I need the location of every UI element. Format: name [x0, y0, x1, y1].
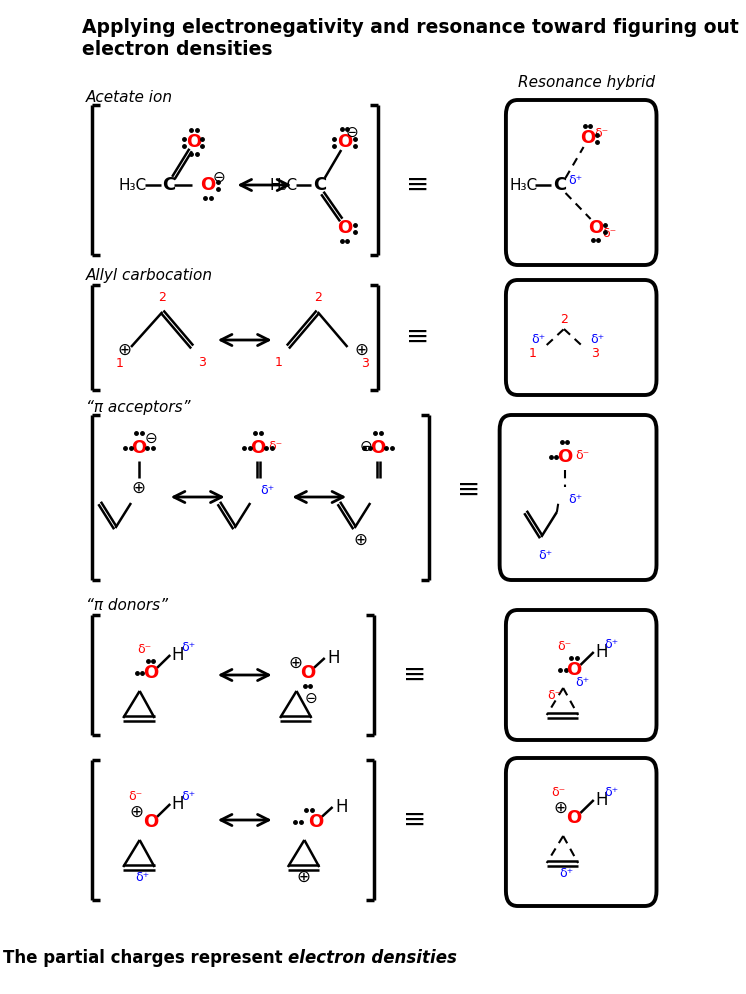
Text: ⊖: ⊖	[305, 691, 318, 706]
Text: δ⁺: δ⁺	[575, 676, 589, 689]
Text: 2: 2	[314, 290, 322, 303]
Text: O: O	[566, 809, 582, 827]
Text: C: C	[162, 176, 175, 194]
Text: ⊖: ⊖	[145, 430, 158, 445]
FancyBboxPatch shape	[506, 610, 656, 740]
Text: electron densities: electron densities	[288, 949, 457, 967]
Text: O: O	[307, 813, 323, 831]
Text: δ⁻: δ⁻	[269, 439, 283, 452]
Text: O: O	[336, 133, 352, 151]
Text: O: O	[557, 448, 572, 466]
Text: O: O	[588, 219, 603, 237]
Text: 2: 2	[560, 312, 568, 325]
Text: δ⁺: δ⁺	[260, 483, 275, 496]
Text: O: O	[371, 439, 386, 457]
Text: δ⁻: δ⁻	[548, 689, 562, 702]
Text: δ⁺: δ⁺	[181, 789, 195, 802]
Text: 2: 2	[158, 290, 166, 303]
Text: O: O	[131, 439, 146, 457]
Text: δ⁻: δ⁻	[595, 126, 609, 139]
Text: ⊕: ⊕	[553, 799, 567, 817]
Text: O: O	[566, 661, 582, 679]
Text: ⊕: ⊕	[130, 803, 143, 821]
Text: C: C	[554, 176, 567, 194]
Text: The partial charges represent: The partial charges represent	[2, 949, 288, 967]
Text: 1: 1	[116, 357, 124, 370]
FancyBboxPatch shape	[506, 100, 656, 265]
Text: ⊖: ⊖	[359, 438, 372, 453]
Text: δ⁻: δ⁻	[128, 789, 142, 802]
Text: δ⁻: δ⁻	[602, 227, 616, 240]
Text: 3: 3	[592, 347, 599, 360]
Text: δ⁺: δ⁺	[181, 640, 195, 653]
Text: ⊕: ⊕	[354, 341, 369, 359]
Text: δ⁺: δ⁺	[605, 637, 619, 650]
Text: δ⁻: δ⁻	[557, 639, 572, 652]
FancyBboxPatch shape	[506, 758, 656, 906]
Text: H: H	[595, 643, 608, 661]
Text: δ⁺: δ⁺	[532, 333, 546, 346]
Text: “π donors”: “π donors”	[86, 598, 168, 613]
Text: H₃C: H₃C	[270, 178, 298, 193]
Text: O: O	[143, 664, 158, 682]
Text: H: H	[172, 646, 184, 664]
Text: ≡: ≡	[457, 476, 480, 504]
Text: ⊕: ⊕	[288, 654, 302, 672]
Text: C: C	[313, 176, 326, 194]
Text: Resonance hybrid: Resonance hybrid	[518, 75, 655, 90]
Text: O: O	[251, 439, 266, 457]
Text: ⊖: ⊖	[213, 170, 225, 185]
Text: ≡: ≡	[404, 806, 427, 834]
Text: δ⁻: δ⁻	[137, 642, 151, 655]
Text: H: H	[595, 791, 608, 809]
Text: 1: 1	[275, 356, 283, 369]
Text: 3: 3	[198, 356, 206, 369]
Text: δ⁺: δ⁺	[560, 867, 574, 880]
Text: Applying electronegativity and resonance toward figuring out
electron densities: Applying electronegativity and resonance…	[82, 18, 739, 59]
Text: 3: 3	[361, 357, 369, 370]
Text: O: O	[200, 176, 216, 194]
Text: O: O	[143, 813, 158, 831]
Text: ≡: ≡	[406, 323, 429, 351]
Text: H₃C: H₃C	[119, 178, 147, 193]
Text: Allyl carbocation: Allyl carbocation	[86, 268, 213, 283]
Text: δ⁻: δ⁻	[575, 448, 589, 461]
Text: δ⁺: δ⁺	[538, 549, 552, 562]
Text: ≡: ≡	[406, 171, 429, 199]
Text: δ⁺: δ⁺	[568, 174, 582, 187]
Text: “π acceptors”: “π acceptors”	[86, 400, 190, 415]
Text: ⊕: ⊕	[132, 479, 145, 497]
Text: ≡: ≡	[404, 661, 427, 689]
Text: ⊕: ⊕	[118, 341, 132, 359]
Text: 1: 1	[529, 347, 536, 360]
Text: δ⁺: δ⁺	[568, 492, 583, 506]
Text: O: O	[580, 129, 595, 147]
Text: H₃C: H₃C	[509, 178, 537, 193]
Text: H: H	[327, 649, 339, 667]
Text: H: H	[172, 795, 184, 813]
FancyBboxPatch shape	[506, 280, 656, 395]
Text: O: O	[186, 133, 201, 151]
Text: δ⁻: δ⁻	[551, 785, 565, 798]
Text: H: H	[335, 798, 348, 816]
Text: O: O	[300, 664, 315, 682]
Text: ⊕: ⊕	[297, 868, 310, 886]
FancyBboxPatch shape	[500, 415, 656, 580]
Text: ⊖: ⊖	[346, 124, 359, 139]
Text: δ⁺: δ⁺	[591, 333, 605, 346]
Text: δ⁺: δ⁺	[136, 871, 150, 884]
Text: ⊕: ⊕	[354, 531, 368, 549]
Text: Acetate ion: Acetate ion	[86, 90, 172, 105]
Text: O: O	[336, 219, 352, 237]
Text: δ⁺: δ⁺	[605, 785, 619, 798]
